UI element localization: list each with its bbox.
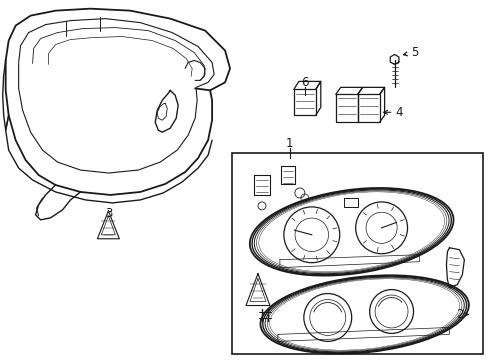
Text: 1: 1 [285, 137, 293, 150]
Text: 4: 4 [395, 106, 403, 119]
Ellipse shape [249, 188, 453, 276]
Bar [232, 153, 482, 354]
Text: 6: 6 [301, 76, 308, 89]
Text: 5: 5 [410, 46, 417, 59]
Text: 3: 3 [104, 207, 112, 220]
Ellipse shape [260, 275, 468, 354]
Text: 2: 2 [455, 308, 462, 321]
